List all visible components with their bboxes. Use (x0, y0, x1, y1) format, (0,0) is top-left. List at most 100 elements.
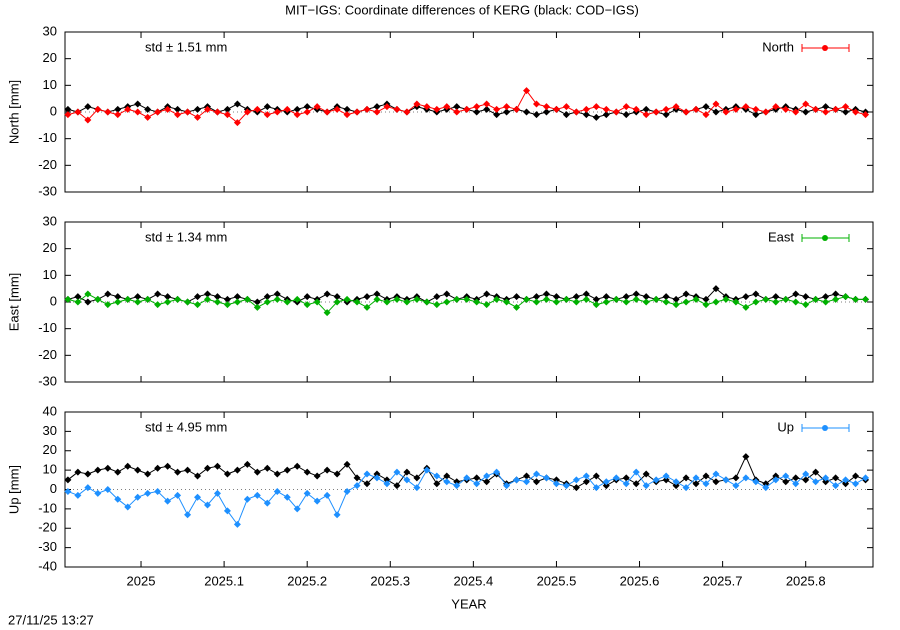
data-point (184, 511, 192, 519)
data-point (752, 298, 760, 306)
data-point (383, 103, 391, 111)
data-point (443, 478, 451, 486)
data-point (164, 497, 172, 505)
data-point (692, 295, 700, 303)
data-point (174, 491, 182, 499)
data-point (293, 505, 301, 513)
data-point (802, 108, 810, 116)
data-point (343, 460, 351, 468)
data-point (243, 460, 251, 468)
data-point (722, 295, 730, 303)
data-point (243, 295, 251, 303)
data-point (213, 298, 221, 306)
data-point (423, 466, 431, 474)
data-point (343, 295, 351, 303)
data-point (213, 108, 221, 116)
data-point (94, 295, 102, 303)
data-point (174, 295, 182, 303)
x-tick-label: 2025.2 (287, 573, 327, 588)
data-point (124, 503, 132, 511)
data-point (742, 103, 750, 111)
data-point (822, 103, 830, 111)
data-point (144, 470, 152, 478)
data-point (443, 290, 451, 298)
data-point (283, 105, 291, 113)
data-point (802, 470, 810, 478)
data-point (253, 303, 261, 311)
data-point (343, 487, 351, 495)
data-point (572, 484, 580, 492)
data-point (413, 474, 421, 482)
data-point (64, 105, 72, 113)
data-point (303, 108, 311, 116)
y-tick-label: 30 (43, 23, 57, 38)
data-point (313, 103, 321, 111)
data-point (682, 484, 690, 492)
data-point (64, 111, 72, 119)
data-point (74, 293, 82, 301)
data-point (662, 293, 670, 301)
data-point (443, 472, 451, 480)
data-point (762, 484, 770, 492)
data-point (682, 298, 690, 306)
data-point (712, 100, 720, 108)
data-point (353, 298, 361, 306)
data-point (642, 111, 650, 119)
data-point (104, 464, 112, 472)
data-point (832, 290, 840, 298)
data-point (363, 470, 371, 478)
data-point (612, 295, 620, 303)
data-point (223, 470, 231, 478)
data-point (762, 295, 770, 303)
data-point (273, 290, 281, 298)
data-point (702, 301, 710, 309)
data-point (453, 478, 461, 486)
data-point (463, 295, 471, 303)
data-point (463, 474, 471, 482)
x-tick-label: 2025.5 (537, 573, 577, 588)
data-point (772, 293, 780, 301)
data-point (562, 482, 570, 490)
data-point (194, 293, 202, 301)
x-tick-label: 2025.8 (786, 573, 826, 588)
data-point (503, 298, 511, 306)
y-tick-label: -20 (38, 347, 57, 362)
data-point (453, 103, 461, 111)
data-point (213, 462, 221, 470)
data-point (84, 298, 92, 306)
data-point (413, 295, 421, 303)
y-tick-label: -30 (38, 373, 57, 388)
legend-marker (822, 425, 828, 431)
data-point (533, 478, 541, 486)
data-point (602, 298, 610, 306)
data-point (483, 105, 491, 113)
data-point (114, 293, 122, 301)
data-point (562, 103, 570, 111)
y-tick-label: 10 (43, 77, 57, 92)
data-point (94, 105, 102, 113)
data-point (533, 470, 541, 478)
data-point (552, 480, 560, 488)
data-point (612, 474, 620, 482)
data-point (473, 298, 481, 306)
data-point (533, 111, 541, 119)
data-point (722, 476, 730, 484)
data-point (862, 295, 870, 303)
data-point (832, 482, 840, 490)
data-point (263, 499, 271, 507)
data-point (672, 301, 680, 309)
data-point (802, 293, 810, 301)
data-point (552, 298, 560, 306)
data-point (802, 100, 810, 108)
data-point (333, 298, 341, 306)
data-point (64, 476, 72, 484)
data-point (712, 108, 720, 116)
data-point (263, 103, 271, 111)
data-point (363, 105, 371, 113)
x-tick-label: 2025.1 (204, 573, 244, 588)
data-point (253, 491, 261, 499)
data-point (672, 103, 680, 111)
data-point (433, 472, 441, 480)
data-point (273, 295, 281, 303)
data-point (672, 295, 680, 303)
